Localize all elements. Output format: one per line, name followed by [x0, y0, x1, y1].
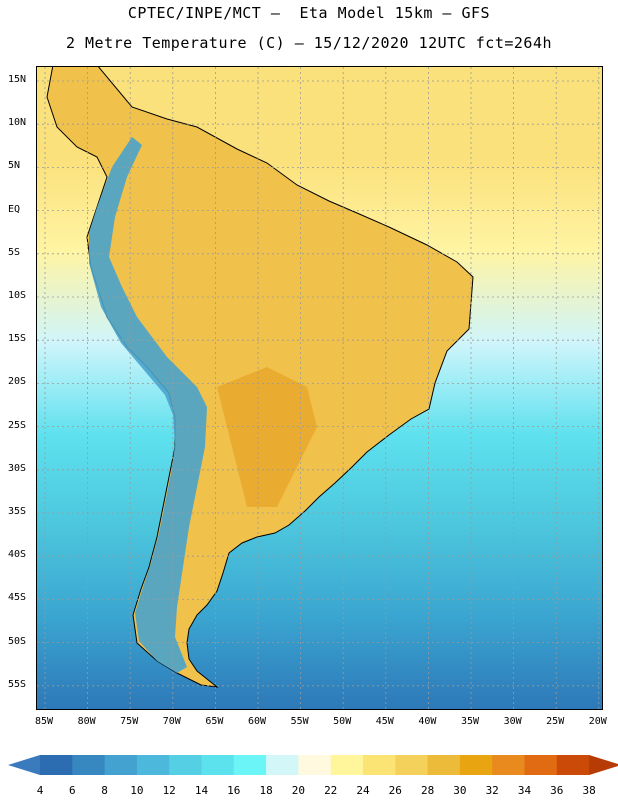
longitude-tick-label: 40W	[418, 716, 437, 727]
colorbar-tick-label: 10	[130, 784, 144, 797]
latitude-tick-label: 45S	[8, 592, 27, 604]
colorbar-segment	[395, 755, 429, 775]
colorbar-tick-label: 30	[453, 784, 467, 797]
colorbar-segment	[298, 755, 332, 775]
longitude-tick-label: 35W	[460, 716, 480, 727]
colorbar-tick-label: 8	[101, 784, 108, 797]
title-line-1: CPTEC/INPE/MCT — Eta Model 15km — GFS	[127, 4, 491, 22]
longitude-tick-label: 50W	[333, 716, 352, 727]
colorbar-tick-label: 38	[582, 784, 596, 797]
colorbar-segment	[169, 755, 202, 775]
colorbar-tick-label: 32	[485, 784, 499, 797]
longitude-tick-label: 70W	[162, 716, 181, 727]
title-line-2: 2 Metre Temperature (C) — 15/12/2020 12U…	[65, 34, 553, 52]
latitude-tick-label: 25S	[8, 419, 27, 431]
colorbar-tick-label: 22	[324, 784, 338, 797]
latitude-tick-label: 50S	[8, 635, 27, 647]
latitude-tick-label: EQ	[8, 203, 21, 215]
colorbar-tick-label: 24	[356, 784, 370, 797]
colorbar-segment	[201, 755, 235, 775]
latitude-tick-label: 35S	[8, 506, 27, 517]
colorbar-segment	[266, 755, 299, 775]
colorbar-segment	[427, 755, 461, 775]
latitude-tick-label: 5S	[8, 246, 21, 258]
highland-warm-core	[217, 367, 317, 507]
colorbar	[8, 755, 618, 775]
colorbar-segment	[40, 755, 73, 775]
colorbar-tick-label: 12	[162, 784, 176, 797]
colorbar-tick-label: 26	[388, 784, 402, 797]
colorbar-tick-label: 36	[550, 784, 564, 797]
longitude-tick-label: 75W	[120, 716, 139, 727]
colorbar-tick-label: 34	[517, 784, 532, 797]
colorbar-tick-label: 16	[227, 784, 241, 797]
colorbar-segment	[556, 755, 590, 775]
colorbar-tick-label: 20	[291, 784, 306, 797]
colorbar-tick-label: 18	[259, 784, 273, 797]
longitude-tick-label: 55W	[290, 716, 309, 727]
longitude-tick-label: 45W	[375, 716, 394, 727]
colorbar-segment	[104, 755, 138, 775]
latitude-tick-label: 20S	[8, 376, 27, 388]
colorbar-segment	[330, 755, 364, 775]
colorbar-tick-label: 6	[68, 784, 76, 797]
latitude-tick-label: 55S	[8, 678, 27, 690]
andes-cold-band	[89, 137, 207, 673]
colorbar-segment	[136, 755, 170, 775]
longitude-tick-label: 30W	[503, 716, 522, 727]
longitude-tick-label: 85W	[34, 716, 54, 727]
latitude-tick-label: 15S	[8, 333, 27, 345]
colorbar-tick-label: 28	[420, 784, 435, 797]
longitude-tick-label: 20W	[588, 716, 607, 727]
longitude-tick-label: 65W	[205, 716, 224, 727]
colorbar-segment	[524, 755, 558, 775]
colorbar-tick-label: 14	[194, 784, 209, 797]
colorbar-segment	[459, 755, 493, 775]
latitude-tick-label: 40S	[8, 549, 27, 561]
longitude-tick-label: 25W	[546, 716, 565, 727]
colorbar-segment	[492, 755, 525, 775]
colorbar-segment	[72, 755, 106, 775]
temperature-map	[37, 67, 602, 709]
map-grid	[37, 67, 602, 709]
latitude-tick-label: 10N	[8, 117, 27, 129]
latitude-tick-label: 10S	[8, 290, 27, 301]
colorbar-low-arrow	[8, 755, 40, 775]
map-frame	[36, 66, 603, 710]
longitude-tick-label: 60W	[247, 716, 267, 727]
latitude-tick-label: 15N	[8, 74, 27, 85]
colorbar-segment	[233, 755, 267, 775]
longitude-tick-label: 80W	[77, 716, 96, 727]
colorbar-high-arrow	[589, 755, 618, 775]
latitude-tick-label: 5N	[8, 160, 21, 172]
latitude-tick-label: 30S	[8, 462, 27, 474]
colorbar-segment	[363, 755, 396, 775]
colorbar-tick-label: 4	[36, 784, 44, 797]
